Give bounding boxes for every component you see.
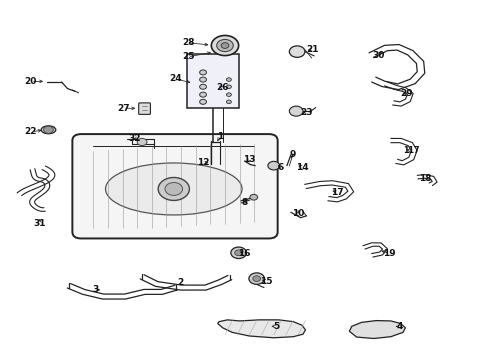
Text: 4: 4 bbox=[396, 322, 402, 331]
Text: 27: 27 bbox=[118, 104, 130, 113]
Circle shape bbox=[199, 92, 206, 97]
Circle shape bbox=[289, 106, 303, 116]
Text: 10: 10 bbox=[291, 209, 304, 218]
Text: 2: 2 bbox=[177, 278, 183, 287]
Circle shape bbox=[226, 85, 231, 89]
Text: 117: 117 bbox=[402, 146, 419, 155]
Text: 31: 31 bbox=[33, 219, 46, 228]
Text: 19: 19 bbox=[383, 249, 395, 258]
Text: 28: 28 bbox=[182, 38, 194, 47]
Circle shape bbox=[199, 84, 206, 89]
Text: 26: 26 bbox=[216, 83, 228, 92]
Circle shape bbox=[234, 250, 242, 256]
Circle shape bbox=[158, 177, 189, 201]
Circle shape bbox=[164, 183, 182, 195]
Polygon shape bbox=[217, 320, 305, 338]
Circle shape bbox=[43, 126, 53, 134]
Circle shape bbox=[137, 138, 147, 145]
Text: 3: 3 bbox=[92, 285, 99, 294]
Circle shape bbox=[226, 78, 231, 81]
Circle shape bbox=[248, 273, 264, 284]
Text: 22: 22 bbox=[24, 127, 37, 136]
Text: 1: 1 bbox=[217, 132, 223, 141]
Text: 15: 15 bbox=[260, 276, 272, 285]
Text: 24: 24 bbox=[168, 75, 181, 84]
Text: 18: 18 bbox=[418, 174, 430, 183]
Text: 12: 12 bbox=[196, 158, 209, 167]
Text: 14: 14 bbox=[295, 163, 308, 172]
Circle shape bbox=[289, 46, 305, 57]
Text: 16: 16 bbox=[238, 249, 250, 258]
Circle shape bbox=[216, 40, 233, 51]
Circle shape bbox=[211, 36, 238, 55]
Circle shape bbox=[249, 194, 257, 200]
FancyBboxPatch shape bbox=[139, 103, 150, 114]
Text: 21: 21 bbox=[306, 45, 318, 54]
Text: 8: 8 bbox=[241, 198, 247, 207]
Text: 13: 13 bbox=[243, 155, 255, 164]
Circle shape bbox=[230, 247, 246, 258]
Circle shape bbox=[226, 100, 231, 104]
Text: 25: 25 bbox=[182, 52, 194, 61]
Circle shape bbox=[267, 161, 279, 170]
Text: 20: 20 bbox=[25, 77, 37, 86]
Circle shape bbox=[221, 42, 228, 48]
Circle shape bbox=[199, 70, 206, 75]
Text: 5: 5 bbox=[272, 322, 279, 331]
Circle shape bbox=[226, 93, 231, 96]
Text: 6: 6 bbox=[277, 163, 284, 172]
Text: 30: 30 bbox=[371, 51, 384, 60]
FancyBboxPatch shape bbox=[72, 134, 277, 238]
Circle shape bbox=[199, 77, 206, 82]
Text: 9: 9 bbox=[288, 150, 295, 159]
Text: 23: 23 bbox=[300, 108, 312, 117]
Ellipse shape bbox=[105, 163, 242, 215]
Text: 17: 17 bbox=[330, 188, 343, 197]
FancyBboxPatch shape bbox=[187, 54, 238, 108]
Circle shape bbox=[252, 276, 260, 282]
Polygon shape bbox=[348, 320, 405, 338]
Circle shape bbox=[199, 99, 206, 104]
Text: 29: 29 bbox=[399, 89, 412, 98]
Ellipse shape bbox=[41, 126, 56, 134]
Text: 32: 32 bbox=[128, 134, 141, 143]
